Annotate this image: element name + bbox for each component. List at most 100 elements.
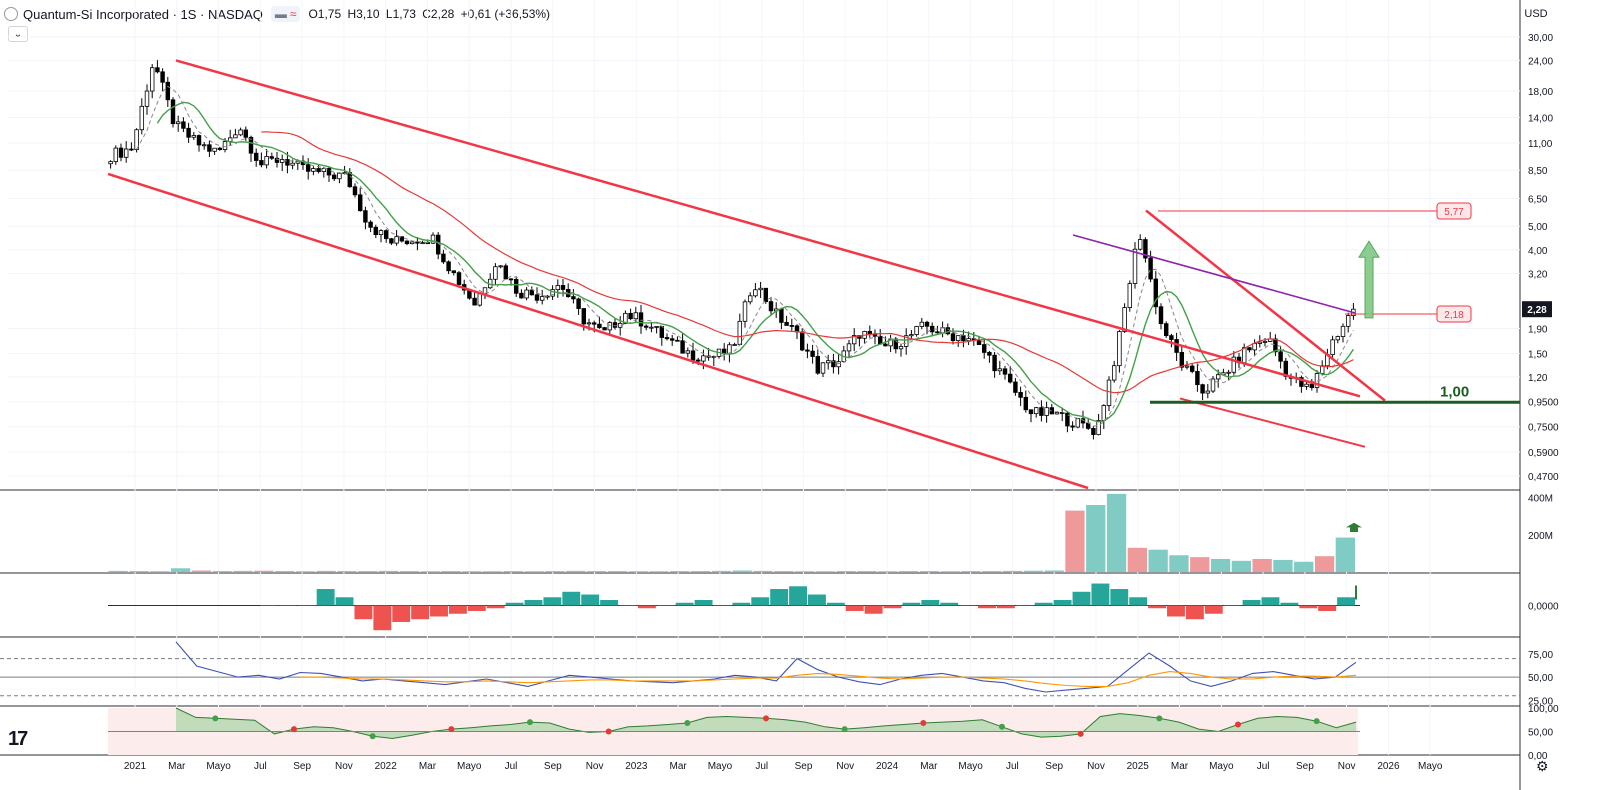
candle-body [1106, 379, 1112, 406]
time-tick-label: Mar [1171, 761, 1189, 772]
volume-bar [150, 571, 170, 572]
currency-label[interactable]: USD [1524, 8, 1548, 20]
candle-body [1117, 331, 1122, 367]
volume-bar [1169, 555, 1189, 572]
high-value: H3,10 [347, 7, 380, 21]
low-value: L1,73 [385, 7, 416, 21]
eye-icon: ▬ [274, 7, 287, 21]
candle-body [888, 338, 893, 347]
candle-body [1330, 339, 1335, 355]
volume-bar [1294, 561, 1314, 572]
volume-bar [1314, 556, 1335, 572]
oscillator-signal-dot [1235, 721, 1241, 728]
volume-bar [961, 571, 981, 572]
volume-bar [670, 571, 690, 572]
candle-body [877, 335, 883, 345]
histogram-bar [260, 605, 278, 606]
oscillator-signal-dot [369, 733, 376, 740]
candle-body [685, 350, 691, 354]
time-tick-label: 2025 [1127, 761, 1150, 772]
ma-purple-line [1072, 234, 1356, 314]
volume-bar [462, 571, 482, 572]
candle-body [1299, 377, 1304, 387]
gear-icon[interactable]: ⚙ [1536, 758, 1549, 774]
histogram-bar [619, 605, 637, 606]
histogram-tick-label: 0,0000 [1528, 602, 1559, 613]
up-arrow-icon [1358, 240, 1380, 319]
histogram-bar [373, 605, 392, 631]
candle-body [144, 90, 150, 107]
collapse-legend-button[interactable]: ⌄ [8, 26, 28, 42]
volume-bar [1231, 560, 1251, 572]
candle-body [113, 147, 119, 163]
candle-body [675, 339, 680, 342]
histogram-bar [297, 605, 316, 606]
candle-body [529, 289, 535, 296]
tradingview-logo-icon[interactable]: 17 [8, 728, 28, 750]
candle-body [1132, 248, 1138, 284]
histogram-bar [694, 600, 713, 606]
price-tick-label: 8,50 [1528, 166, 1548, 177]
candle-body [799, 331, 805, 351]
candle-body [924, 321, 930, 327]
candle-body [1252, 343, 1257, 351]
histogram-bar [335, 597, 354, 606]
candle-body [1184, 365, 1190, 368]
candle-body [519, 292, 524, 299]
candle-body [207, 144, 212, 152]
volume-bar [940, 571, 960, 572]
candle-body [571, 296, 576, 300]
candle-body [149, 67, 155, 92]
volume-bar [129, 571, 149, 572]
price-marker-box [1436, 305, 1472, 323]
candle-body [534, 294, 540, 301]
histogram-bar [411, 605, 430, 620]
histogram-bar [600, 600, 619, 606]
histogram-bar [448, 605, 467, 614]
candle-body [1148, 257, 1153, 280]
candle-body [1179, 352, 1185, 368]
volume-bar [649, 571, 669, 572]
visibility-toggle[interactable]: ▬ ≈ [270, 6, 301, 22]
histogram-bar [637, 605, 656, 609]
candle-body [139, 105, 145, 131]
candle-body [997, 368, 1003, 372]
chevron-down-icon: ⌄ [13, 28, 23, 40]
last-price-label: 2,28 [1527, 305, 1547, 316]
volume-bar [878, 571, 898, 572]
candle-body [399, 236, 405, 242]
price-marker-box [1436, 202, 1472, 220]
volume-bar [1273, 559, 1293, 572]
candle-body [638, 312, 644, 327]
histogram-bar [713, 605, 732, 606]
histogram-bar [1261, 597, 1280, 606]
candle-body [737, 320, 743, 345]
candle-body [586, 322, 592, 325]
volume-bar [420, 571, 440, 572]
candle-body [123, 148, 129, 158]
oscillator-signal-dot [763, 715, 769, 722]
candle-body [992, 354, 997, 372]
time-tick-label: 2021 [124, 761, 147, 772]
time-tick-label: Nov [836, 761, 854, 772]
candle-body [1033, 407, 1039, 415]
candle-body [1257, 341, 1263, 344]
candle-body [628, 312, 633, 320]
time-tick-label: Jul [254, 761, 267, 772]
candle-body [1210, 378, 1216, 392]
candle-body [394, 236, 399, 244]
oscillator-signal-dot [527, 719, 533, 726]
close-value: C2,28 [422, 7, 455, 21]
price-tick-label: 0,9500 [1528, 398, 1559, 409]
candle-body [898, 345, 904, 350]
price-tick-label: 5,00 [1528, 222, 1548, 233]
candle-body [555, 285, 561, 291]
symbol-title[interactable]: Quantum-Si Incorporated · 1S · NASDAQ [23, 6, 263, 22]
candle-body [217, 147, 223, 150]
candle-body [914, 326, 919, 335]
histogram-bar [1242, 600, 1261, 606]
time-tick-label: 2024 [876, 761, 899, 772]
time-tick-label: Sep [795, 761, 813, 772]
price-tick-label: 3,20 [1528, 269, 1548, 280]
